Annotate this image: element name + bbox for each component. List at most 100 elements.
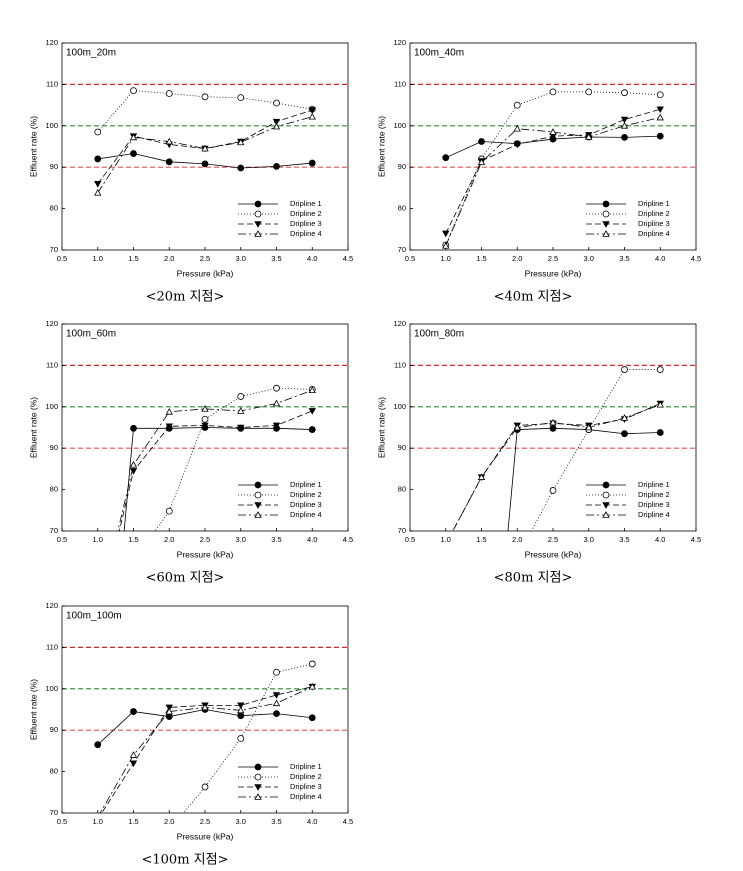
- y-tick-label: 120: [45, 601, 58, 610]
- marker: [549, 418, 557, 426]
- marker: [477, 473, 486, 480]
- x-tick-label: 2.0: [512, 535, 522, 544]
- marker: [201, 783, 209, 791]
- legend-label: Dripline 1: [290, 762, 322, 771]
- legend-marker: [602, 221, 610, 228]
- legend-label: Dripline 3: [290, 500, 322, 509]
- series-group: [94, 660, 316, 833]
- marker: [621, 366, 628, 373]
- marker: [201, 405, 209, 412]
- marker: [442, 242, 450, 249]
- x-tick-label: 1.0: [93, 535, 103, 544]
- series-line: [97, 116, 313, 194]
- legend-marker: [254, 230, 262, 237]
- marker: [308, 112, 316, 120]
- series-line: [97, 709, 313, 745]
- y-tick-label: 80: [398, 204, 406, 213]
- marker: [237, 735, 245, 742]
- x-tick-label: 2.5: [548, 535, 558, 544]
- x-tick-label: 2.0: [164, 254, 174, 263]
- legend-label: Dripline 1: [638, 480, 670, 489]
- marker: [201, 160, 209, 168]
- legend-label: Dripline 4: [290, 792, 322, 801]
- series-group: [94, 87, 316, 196]
- y-tick-label: 70: [50, 245, 58, 254]
- marker: [201, 703, 209, 711]
- chart-panel: 0.5 1.0 1.5 2.0 2.5 3.0 3.5 4.0 4.5 70 80 90 100 110 1…: [28, 319, 353, 586]
- marker: [620, 414, 629, 421]
- y-tick-label: 110: [394, 79, 406, 88]
- marker: [273, 384, 280, 392]
- marker: [308, 426, 316, 433]
- marker: [620, 116, 629, 124]
- marker: [477, 158, 486, 166]
- marker: [513, 141, 521, 149]
- marker: [166, 827, 172, 833]
- panel-title: 100m_100m: [66, 611, 122, 622]
- legend-marker: [602, 481, 610, 489]
- legend-label: Dripline 2: [290, 772, 322, 781]
- y-tick-label: 90: [398, 162, 406, 171]
- y-tick-label: 70: [398, 526, 406, 535]
- series-group: [117, 384, 316, 531]
- y-axis-label: Effluent rate (%): [28, 397, 38, 458]
- legend-marker: [602, 502, 610, 509]
- marker: [165, 158, 173, 166]
- x-tick-label: 4.0: [655, 254, 665, 263]
- legend-marker: [602, 210, 610, 218]
- marker: [130, 424, 137, 432]
- marker: [94, 741, 102, 749]
- marker: [94, 155, 102, 163]
- marker: [237, 164, 245, 172]
- marker: [656, 366, 664, 373]
- marker: [272, 692, 281, 699]
- y-tick-label: 80: [50, 485, 58, 494]
- y-tick-label: 100: [45, 684, 58, 693]
- marker: [237, 138, 245, 146]
- legend-marker: [602, 200, 610, 208]
- legend-label: Dripline 2: [638, 490, 670, 499]
- marker: [272, 699, 281, 707]
- legend-label: Dripline 2: [290, 209, 322, 218]
- marker: [621, 89, 628, 97]
- marker: [656, 106, 664, 114]
- chart-panel: 0.5 1.0 1.5 2.0 2.5 3.0 3.5 4.0 4.5 70 80 90 100 110 1…: [376, 38, 701, 305]
- y-tick-label: 100: [393, 402, 406, 411]
- x-tick-label: 4.5: [691, 254, 701, 263]
- caption: <60m 지점>: [146, 571, 225, 586]
- marker: [94, 180, 102, 188]
- marker: [273, 162, 280, 170]
- x-tick-label: 3.0: [236, 254, 246, 263]
- caption: <40m 지점>: [494, 290, 573, 305]
- legend-label: Dripline 4: [638, 510, 670, 519]
- marker: [165, 407, 173, 415]
- x-tick-label: 1.5: [476, 535, 486, 544]
- y-tick-label: 110: [46, 79, 58, 88]
- legend-marker: [254, 481, 262, 489]
- y-tick-label: 120: [45, 38, 58, 47]
- x-tick-label: 3.5: [271, 535, 281, 544]
- y-tick-label: 90: [50, 443, 58, 452]
- x-tick-label: 2.5: [548, 254, 558, 263]
- marker: [272, 399, 281, 407]
- caption: <100m 지점>: [142, 853, 229, 868]
- marker: [129, 751, 138, 758]
- y-axis-label: Effluent rate (%): [376, 397, 386, 458]
- marker: [513, 423, 521, 431]
- marker: [513, 124, 521, 132]
- legend-label: Dripline 3: [290, 782, 322, 791]
- marker: [273, 710, 280, 718]
- x-tick-label: 2.5: [200, 254, 210, 263]
- legend-marker: [254, 511, 262, 518]
- legend-label: Dripline 4: [638, 229, 670, 238]
- x-tick-label: 1.0: [93, 817, 103, 826]
- legend-marker: [602, 491, 610, 499]
- marker: [272, 422, 281, 430]
- marker: [201, 415, 209, 423]
- marker: [656, 132, 664, 140]
- marker: [165, 704, 173, 712]
- marker: [549, 487, 557, 494]
